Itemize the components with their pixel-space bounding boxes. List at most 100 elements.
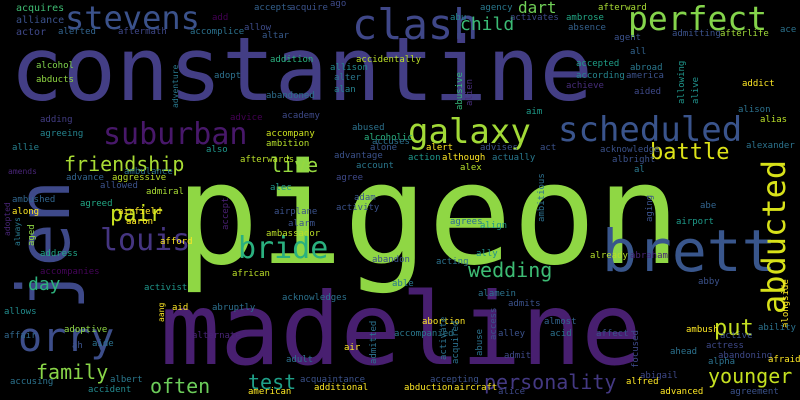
word: ambassador <box>266 229 321 239</box>
word: american <box>248 387 292 397</box>
word: abandoned <box>266 91 315 101</box>
word: admit <box>504 351 532 361</box>
word: acquire <box>290 3 328 13</box>
word: acquaintance <box>300 375 366 385</box>
word: suburban <box>103 117 248 152</box>
word: scheduled <box>558 110 743 150</box>
word: alfred <box>626 377 659 387</box>
word: brett <box>602 217 777 285</box>
word: alive <box>691 76 701 104</box>
word: abroad <box>630 63 663 73</box>
word: alan <box>334 85 356 95</box>
word: also <box>206 145 228 155</box>
word: abraham <box>630 251 668 261</box>
word: test <box>248 370 297 394</box>
word: ambush <box>686 325 719 335</box>
word: aaron <box>126 217 154 227</box>
word: live <box>270 153 319 177</box>
word: account <box>356 161 394 171</box>
word: accusing <box>10 377 54 387</box>
word: accepted <box>576 59 620 69</box>
word: agree <box>336 173 364 183</box>
word: all <box>630 47 647 57</box>
word: allowed <box>100 181 138 191</box>
word: adopt <box>214 71 242 81</box>
word: absence <box>568 23 606 33</box>
word: america <box>626 71 664 81</box>
word: address <box>40 249 78 259</box>
word: although <box>442 153 486 163</box>
word: focused <box>631 330 641 368</box>
word: accomplice <box>190 27 245 37</box>
word: ambrose <box>566 13 604 23</box>
word: aide <box>92 339 114 349</box>
word: abused <box>352 123 385 133</box>
word: ally <box>476 249 498 259</box>
word: acknowledges <box>282 293 348 303</box>
word: alien <box>465 78 475 106</box>
word: actress <box>706 341 744 351</box>
word: family <box>36 360 109 384</box>
word: activist <box>144 283 188 293</box>
word: aged <box>27 224 37 246</box>
word: airfield <box>118 207 162 217</box>
word: amends <box>8 167 37 176</box>
word: aang <box>157 302 166 322</box>
word: abandoning <box>718 351 773 361</box>
word: alison <box>738 105 771 115</box>
word: altar <box>262 31 290 41</box>
word: allow <box>244 23 272 33</box>
word: accept <box>221 197 231 230</box>
word: orry <box>18 315 115 361</box>
word: agrees <box>450 217 483 227</box>
word: according <box>576 71 625 81</box>
word: adopted <box>3 202 12 236</box>
word: addition <box>270 55 314 65</box>
word: abe <box>700 201 717 211</box>
word: acquired <box>451 320 461 364</box>
word: bride <box>238 231 329 266</box>
word: louis <box>100 223 191 258</box>
word: actually <box>492 153 536 163</box>
word: allison <box>330 63 368 73</box>
word: ace <box>780 25 797 35</box>
word: al <box>634 165 645 175</box>
word: agent <box>614 33 642 43</box>
word: day <box>28 274 61 295</box>
word: alcohol <box>36 61 74 71</box>
word: acquires <box>16 3 65 14</box>
word: add <box>212 13 229 23</box>
word: ambitious <box>537 173 547 222</box>
word: alley <box>498 329 526 339</box>
word: alarm <box>288 219 316 229</box>
word: dart <box>518 0 557 17</box>
word: perfect <box>628 0 768 38</box>
word: accompanies <box>40 267 100 277</box>
word: abuse <box>475 328 485 356</box>
word: affect <box>596 329 629 339</box>
word: admits <box>508 299 541 309</box>
word: accuses <box>372 137 410 147</box>
word: ah <box>72 341 83 351</box>
word: agreeing <box>40 129 84 139</box>
word: albert <box>110 375 143 385</box>
word: activity <box>336 203 380 213</box>
word: air <box>344 343 361 353</box>
word: put <box>714 316 754 341</box>
word: ambulance <box>124 167 173 177</box>
word: advance <box>66 173 104 183</box>
word: alexander <box>746 141 795 151</box>
word: acting <box>436 257 469 267</box>
word: admitting <box>672 29 721 39</box>
word: african <box>232 269 270 279</box>
word: alongside <box>781 279 791 328</box>
word: along <box>12 207 40 217</box>
word: aim <box>526 107 543 117</box>
word: abruptly <box>212 303 256 313</box>
word: aftermath <box>118 27 167 37</box>
word: ability <box>758 323 796 333</box>
word: stevens <box>65 0 200 37</box>
word: aircraft <box>454 383 498 393</box>
word: able <box>392 279 414 289</box>
